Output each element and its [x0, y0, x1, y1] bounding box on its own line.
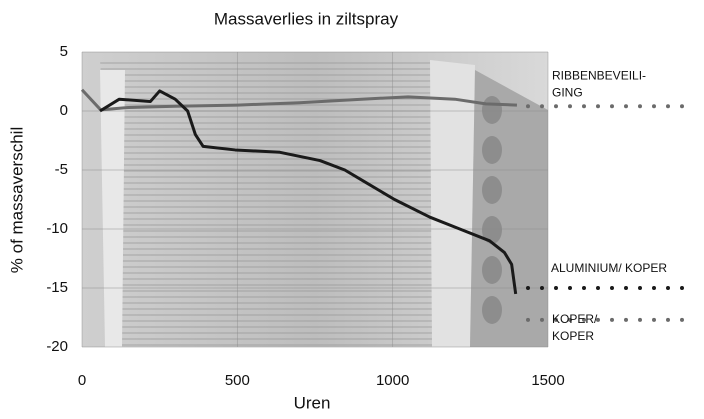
x-axis-label: Uren [294, 393, 331, 412]
y-tick-label: -15 [46, 279, 68, 296]
x-tick-label: 1500 [531, 372, 564, 389]
chart-title: Massaverlies in ziltspray [214, 9, 399, 28]
y-tick-label: -10 [46, 220, 68, 237]
x-tick-label: 0 [78, 372, 86, 389]
y-tick-label: 5 [60, 43, 68, 60]
series-line [99, 89, 518, 295]
x-tick-label: 1000 [376, 372, 409, 389]
y-axis-label: % of massaverschil [7, 127, 26, 273]
legend-label: RIBBENBEVEILI- [552, 68, 646, 82]
legend-label: ALUMINIUM/ KOPER [551, 261, 667, 275]
legend-label: GING [552, 85, 583, 99]
y-tick-label: 0 [60, 102, 68, 119]
y-tick-label: -5 [55, 161, 68, 178]
legend-label: KOPER/ [552, 312, 598, 326]
legend-label: KOPER [552, 329, 594, 343]
background-photo [82, 52, 548, 347]
series-line [80, 88, 517, 112]
x-tick-label: 500 [225, 372, 250, 389]
y-tick-label: -20 [46, 338, 68, 355]
